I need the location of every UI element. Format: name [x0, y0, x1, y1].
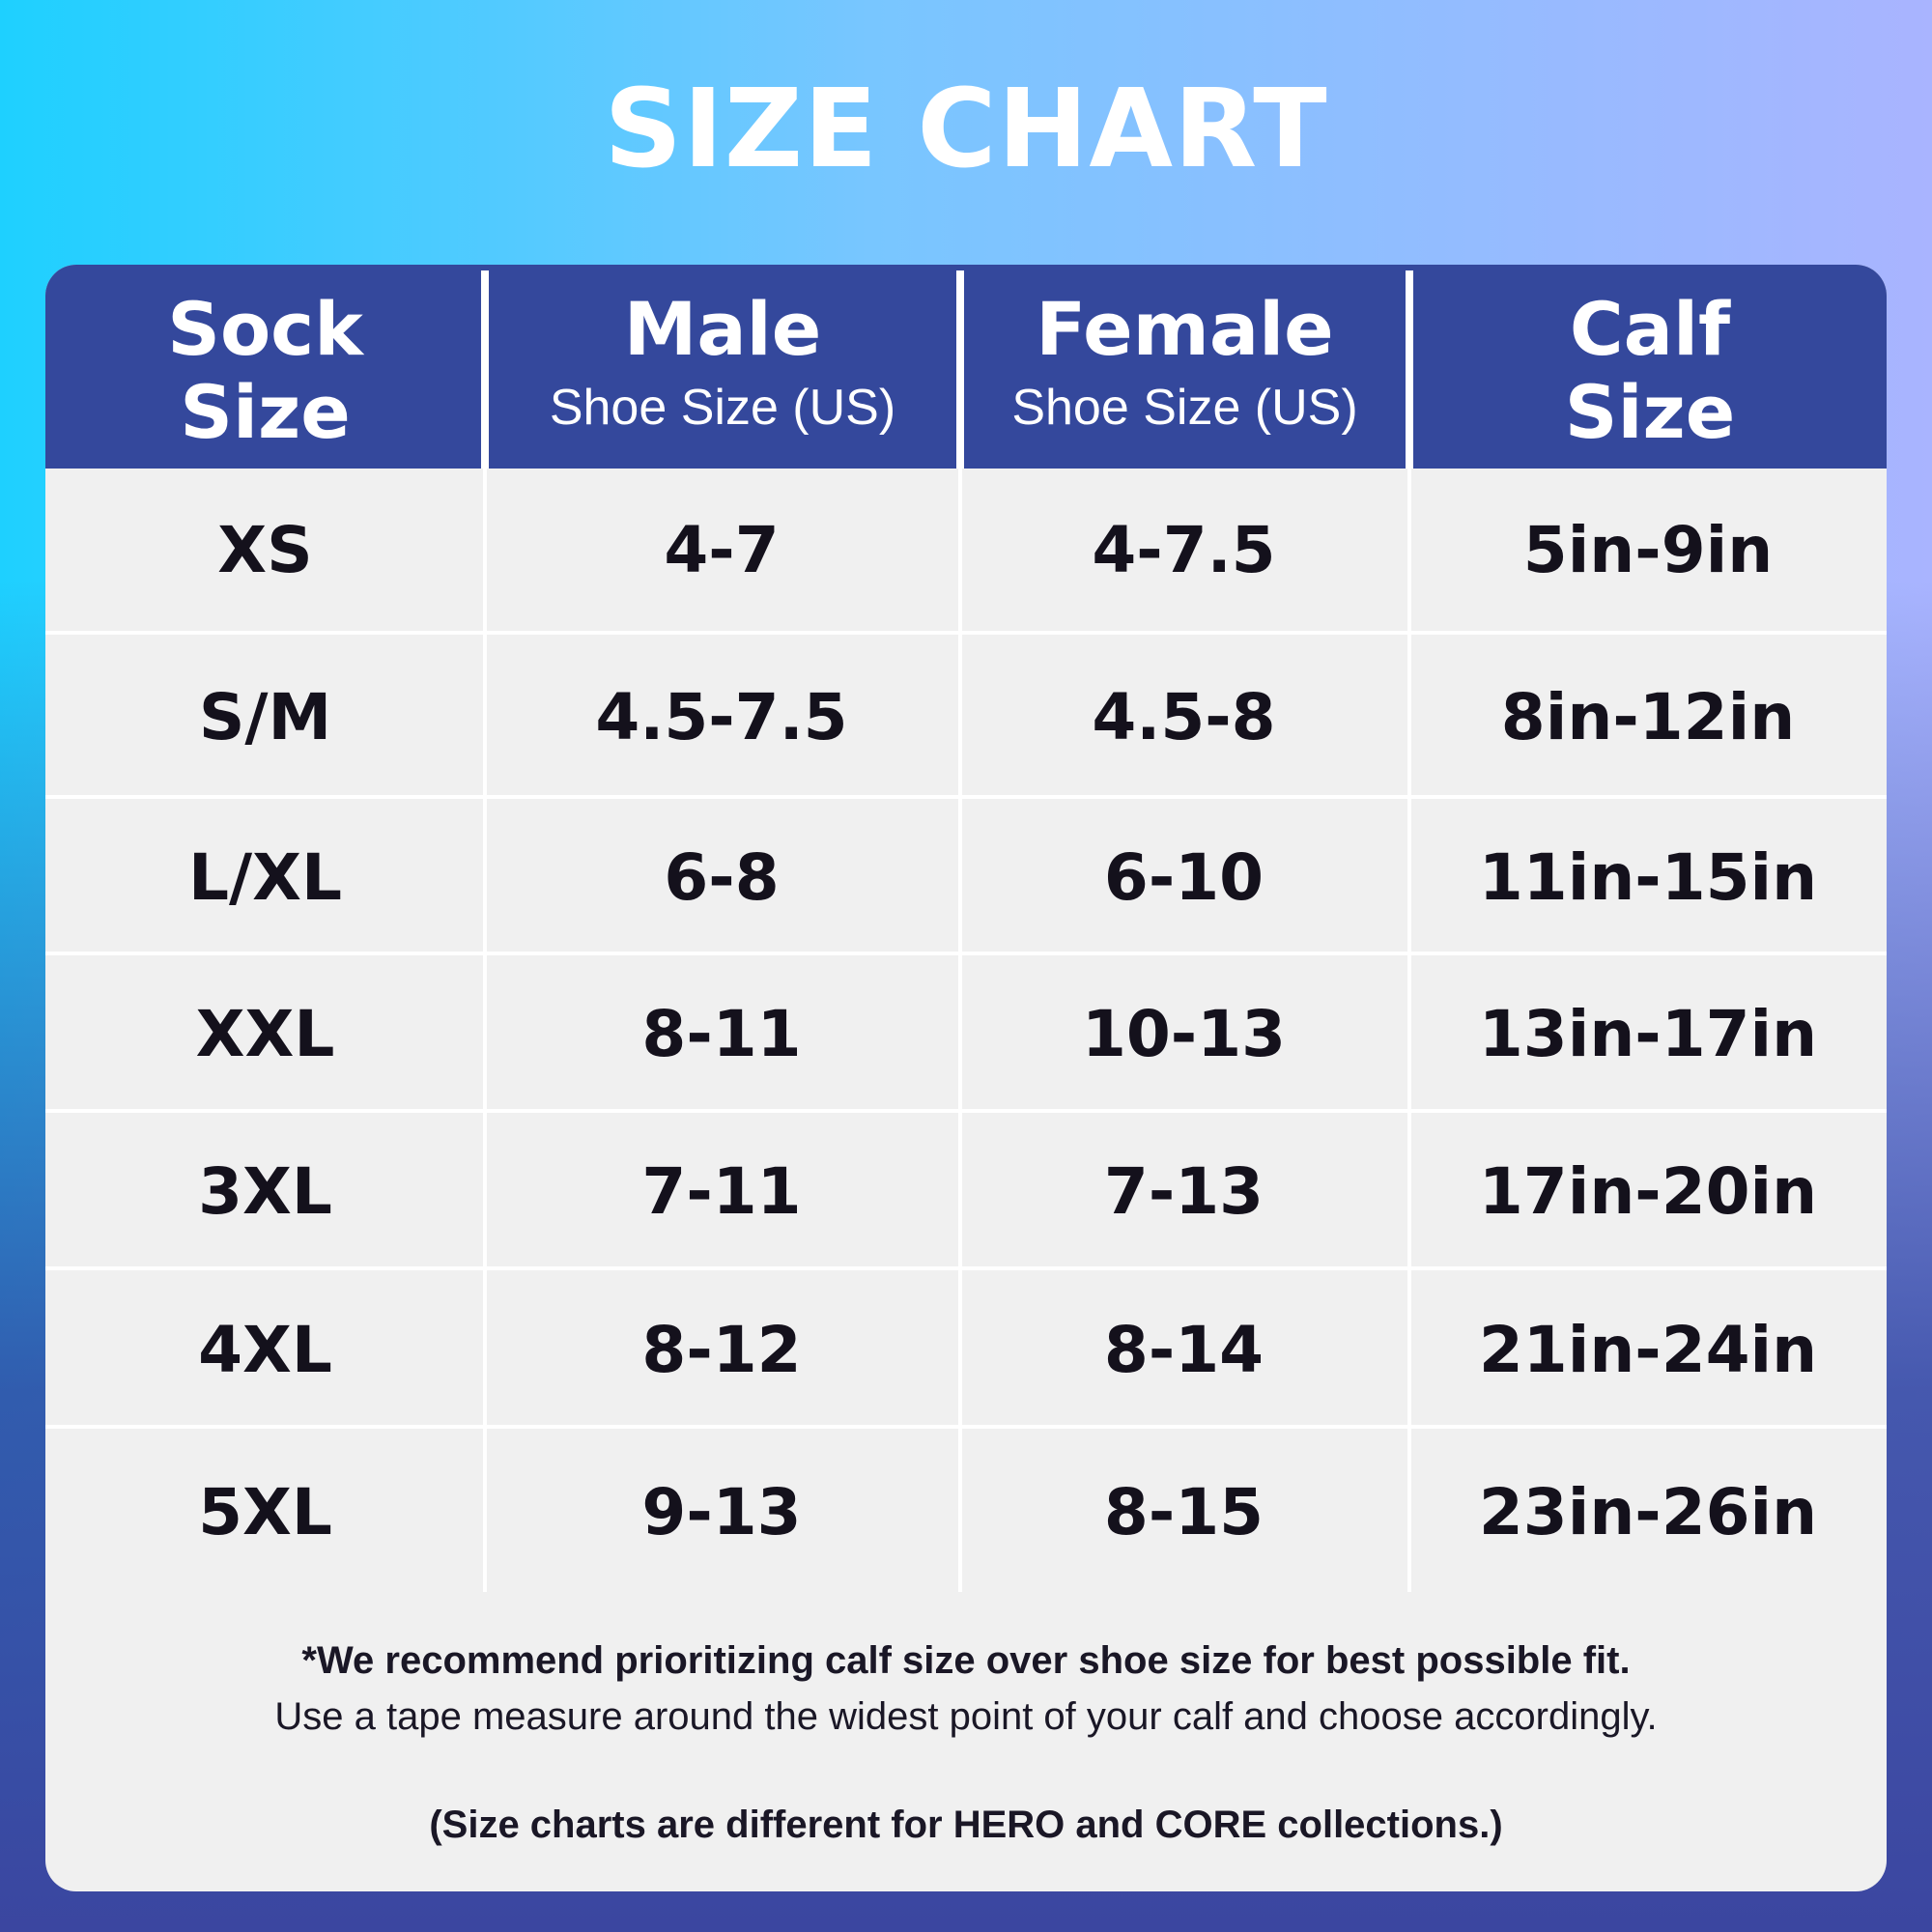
header-divider: [956, 270, 964, 469]
sock-size-cell: L/XL: [187, 839, 343, 915]
table-row: 4XL 8-12 8-14 21in-24in: [45, 1266, 1887, 1429]
column-divider: [1407, 469, 1411, 1592]
male-shoe-size-cell: 4.5-7.5: [595, 679, 848, 754]
table-row: S/M 4.5-7.5 4.5-8 8in-12in: [45, 631, 1887, 799]
female-shoe-size-cell: 6-10: [1103, 839, 1264, 915]
notes: *We recommend prioritizing calf size ove…: [45, 1607, 1887, 1849]
note-recommendation: *We recommend prioritizing calf size ove…: [301, 1639, 1631, 1682]
male-shoe-size-cell: 6-8: [664, 839, 780, 915]
header-calf-line2: Size: [1564, 369, 1736, 455]
calf-size-cell: 11in-15in: [1478, 839, 1818, 915]
male-shoe-size-cell: 9-13: [641, 1475, 802, 1549]
size-chart-table: Sock Size Male Shoe Size (US) Female Sho…: [45, 265, 1887, 1891]
female-shoe-size-cell: 10-13: [1081, 997, 1287, 1071]
table-row: XS 4-7 4-7.5 5in-9in: [45, 469, 1887, 631]
table-row: L/XL 6-8 6-10 11in-15in: [45, 795, 1887, 955]
header-calf-line1: Calf: [1569, 286, 1731, 372]
table-header: Sock Size Male Shoe Size (US) Female Sho…: [45, 265, 1887, 469]
header-sock-line1: Sock: [167, 286, 363, 372]
calf-size-cell: 17in-20in: [1478, 1154, 1818, 1229]
header-divider: [481, 270, 489, 469]
calf-size-cell: 21in-24in: [1478, 1312, 1818, 1387]
calf-size-cell: 13in-17in: [1478, 997, 1818, 1071]
male-shoe-size-cell: 7-11: [641, 1154, 802, 1229]
page-title: SIZE CHART: [604, 67, 1328, 192]
calf-size-cell: 23in-26in: [1478, 1475, 1818, 1549]
female-shoe-size-cell: 8-15: [1103, 1475, 1264, 1549]
column-divider: [958, 469, 962, 1592]
male-shoe-size-cell: 4-7: [664, 512, 780, 587]
note-collections: (Size charts are different for HERO and …: [429, 1804, 1503, 1846]
sock-size-cell: XXL: [195, 997, 335, 1071]
sock-size-cell: 4XL: [198, 1312, 332, 1387]
header-divider: [1406, 270, 1413, 469]
header-female: Female Shoe Size (US): [964, 265, 1406, 492]
female-shoe-size-cell: 7-13: [1103, 1154, 1264, 1229]
male-shoe-size-cell: 8-11: [641, 997, 802, 1071]
male-shoe-size-cell: 8-12: [641, 1312, 802, 1387]
sock-size-cell: 5XL: [198, 1475, 332, 1549]
header-male-title: Male: [623, 286, 822, 372]
female-shoe-size-cell: 4-7.5: [1092, 512, 1276, 587]
header-female-sub: Shoe Size (US): [1011, 380, 1358, 436]
column-divider: [483, 469, 487, 1592]
calf-size-cell: 8in-12in: [1500, 679, 1796, 754]
table-row: 3XL 7-11 7-13 17in-20in: [45, 1109, 1887, 1270]
sock-size-cell: XS: [217, 512, 313, 587]
female-shoe-size-cell: 4.5-8: [1092, 679, 1276, 754]
header-male-sub: Shoe Size (US): [549, 380, 896, 436]
header-male: Male Shoe Size (US): [489, 265, 956, 492]
sock-size-cell: S/M: [198, 679, 332, 754]
female-shoe-size-cell: 8-14: [1103, 1312, 1264, 1387]
header-female-title: Female: [1036, 286, 1334, 372]
table-row: 5XL 9-13 8-15 23in-26in: [45, 1425, 1887, 1596]
note-measure: Use a tape measure around the widest poi…: [274, 1695, 1658, 1738]
header-sock-size: Sock Size: [45, 265, 485, 492]
calf-size-cell: 5in-9in: [1522, 512, 1774, 587]
table-row: XXL 8-11 10-13 13in-17in: [45, 952, 1887, 1113]
header-sock-line2: Size: [180, 369, 351, 455]
sock-size-cell: 3XL: [198, 1154, 332, 1229]
header-calf-size: Calf Size: [1413, 265, 1887, 492]
